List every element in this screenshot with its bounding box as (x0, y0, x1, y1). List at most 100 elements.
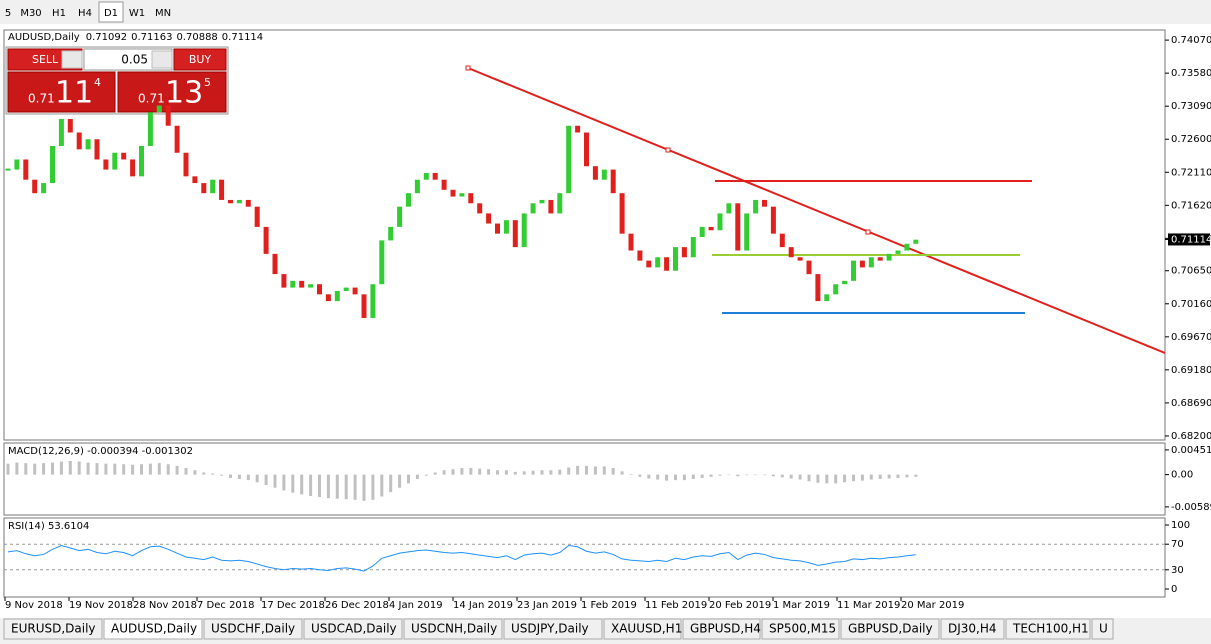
candle (245, 199, 251, 207)
macd-bar (682, 474, 686, 481)
macd-bar (585, 465, 588, 475)
candle (299, 280, 305, 288)
tab[interactable] (603, 618, 682, 640)
candle (361, 294, 367, 318)
macd-bar (860, 474, 864, 481)
trend-anchor[interactable] (665, 147, 671, 153)
tab-label[interactable]: GBPUSD,Daily (848, 622, 933, 636)
x-tick-label: 1 Feb 2019 (581, 600, 637, 611)
tab[interactable] (3, 618, 103, 640)
timeframe-button[interactable]: 5 (5, 8, 11, 19)
macd-bar (193, 470, 197, 475)
macd-bar (220, 474, 224, 476)
lot-down[interactable] (61, 50, 83, 69)
tab[interactable] (761, 618, 840, 640)
buy-button[interactable] (173, 48, 227, 71)
tab[interactable] (403, 618, 503, 640)
ask-box[interactable] (117, 71, 227, 113)
macd-bar (51, 462, 54, 475)
candle (601, 169, 607, 180)
macd-bar (362, 474, 366, 501)
tab[interactable] (303, 618, 403, 640)
lot-up[interactable] (151, 50, 173, 69)
timeframe-button[interactable]: H4 (78, 8, 92, 19)
candle (94, 139, 100, 160)
close: 0.71114 (222, 32, 263, 43)
trend-anchor[interactable] (465, 65, 471, 71)
tab-label[interactable]: AUDUSD,Daily (111, 622, 197, 636)
tab-label[interactable]: USDCHF,Daily (211, 622, 295, 636)
x-tick-label: 1 Mar 2019 (773, 600, 830, 611)
macd-bar (522, 471, 526, 475)
candle (370, 284, 376, 318)
macd-bar (68, 460, 72, 475)
macd-bar (246, 474, 250, 481)
tab[interactable] (940, 618, 1005, 640)
candle (450, 189, 456, 197)
macd-bar (834, 474, 838, 484)
candle (486, 213, 492, 224)
candle (530, 203, 536, 214)
timeframe-button[interactable]: W1 (129, 8, 145, 19)
macd-bar (273, 474, 277, 488)
macd-pane (3, 442, 1166, 516)
macd-bar (496, 470, 499, 475)
candle (352, 287, 358, 295)
tab-active[interactable] (103, 618, 203, 640)
candle (664, 257, 670, 271)
candle (32, 179, 38, 194)
tab-label[interactable]: SP500,M15 (769, 622, 836, 636)
x-tick-label: 4 Jan 2019 (389, 600, 443, 611)
x-tick-label: 14 Jan 2019 (453, 600, 513, 611)
candle (130, 159, 136, 177)
candle (477, 203, 483, 214)
candle (637, 250, 643, 261)
tab-label[interactable]: TECH100,H1 (1012, 622, 1089, 636)
macd-bar (300, 474, 304, 495)
macd-bar (398, 474, 402, 488)
rsi-label: RSI(14) 53.6104 (8, 521, 89, 532)
candle (859, 260, 865, 268)
bid-box[interactable] (7, 71, 116, 113)
rsi-tick-label: 30 (1171, 565, 1184, 576)
tab-label[interactable]: EURUSD,Daily (11, 622, 96, 636)
tab[interactable] (203, 618, 303, 640)
buy-label[interactable]: BUY (189, 53, 212, 66)
tab[interactable] (1091, 618, 1114, 640)
trend-line[interactable] (467, 67, 1166, 354)
tab[interactable] (1005, 618, 1091, 640)
candle (512, 220, 518, 248)
timeframe-button[interactable]: MN (155, 8, 171, 19)
tab[interactable] (682, 618, 761, 640)
tab-label[interactable]: USDCNH,Daily (411, 622, 497, 636)
tab-label[interactable]: U (1099, 622, 1108, 636)
sell-label[interactable]: SELL (32, 53, 59, 66)
tab-label[interactable]: DJ30,H4 (948, 622, 997, 636)
timeframe-active[interactable] (98, 1, 124, 23)
tab-label[interactable]: XAUUSD,H1 (611, 622, 682, 636)
candle (877, 257, 883, 261)
tab-label[interactable]: USDCAD,Daily (311, 622, 397, 636)
timeframe-button[interactable]: H1 (52, 8, 66, 19)
tab[interactable] (503, 618, 603, 640)
candle (557, 193, 563, 214)
macd-bar (95, 463, 99, 475)
tab-label[interactable]: GBPUSD,H4 (690, 622, 761, 636)
tab-label[interactable]: USDJPY,Daily (511, 622, 589, 636)
candle (272, 253, 278, 275)
rsi-line (7, 544, 916, 572)
candle (165, 105, 171, 126)
candle (895, 250, 901, 254)
candle (913, 239, 919, 244)
trend-anchor[interactable] (865, 229, 871, 235)
y-tick-label: 0.73580 (1171, 68, 1211, 79)
candle (717, 213, 723, 231)
timeframe-button[interactable]: D1 (104, 8, 118, 19)
timeframe-button[interactable]: M30 (20, 8, 41, 19)
candle (183, 152, 189, 177)
macd-bar (6, 463, 10, 475)
lot-value[interactable]: 0.05 (121, 53, 148, 67)
candle (254, 206, 260, 227)
tab[interactable] (840, 618, 940, 640)
